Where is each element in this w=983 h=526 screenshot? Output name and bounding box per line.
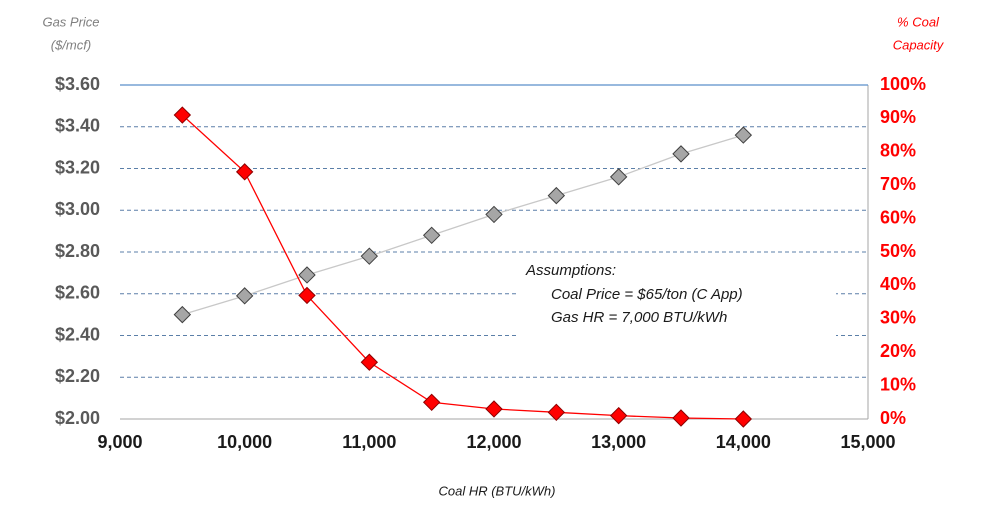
point-marker (734, 126, 753, 144)
x-tick-label: 11,000 (342, 432, 396, 452)
y-tick-label: $3.00 (55, 199, 100, 219)
y2-axis-title: Capacity (893, 37, 945, 52)
series-line (181, 114, 744, 420)
y-tick-label: $2.00 (55, 408, 100, 428)
x-tick-label: 9,000 (97, 432, 142, 452)
point-marker (422, 393, 441, 412)
x-tick-label: 12,000 (466, 432, 521, 452)
y-tick-label: $2.60 (55, 283, 100, 303)
series-line (182, 134, 744, 316)
x-tick-label: 14,000 (716, 432, 771, 452)
y2-tick-label: 80% (880, 141, 916, 161)
point-marker (173, 106, 192, 124)
point-marker (173, 305, 192, 324)
y-axis-title: ($/mcf) (51, 37, 91, 52)
y2-tick-label: 30% (880, 308, 916, 328)
point-marker (485, 205, 503, 224)
point-marker (672, 409, 690, 427)
y-tick-label: $2.80 (55, 241, 100, 261)
y-tick-label: $2.40 (55, 324, 100, 344)
x-axis-title: Coal HR (BTU/kWh) (438, 483, 555, 498)
point-marker (360, 247, 379, 265)
y-tick-label: $3.20 (55, 157, 100, 177)
y-tick-label: $3.40 (55, 116, 100, 136)
point-marker (609, 406, 628, 425)
y2-tick-label: 100% (880, 74, 926, 94)
y-tick-label: $2.20 (55, 366, 100, 386)
annotation: Gas HR = 7,000 BTU/kWh (551, 309, 727, 326)
y2-tick-label: 0% (880, 408, 906, 428)
point-marker (547, 186, 566, 205)
y2-tick-label: 90% (880, 107, 916, 127)
x-tick-label: 10,000 (217, 432, 272, 452)
point-marker (235, 163, 254, 181)
point-marker (298, 286, 316, 305)
y2-tick-label: 50% (880, 241, 916, 261)
y2-tick-label: 40% (880, 274, 916, 294)
y2-tick-label: 20% (880, 341, 916, 361)
y2-tick-label: 60% (880, 207, 916, 227)
point-marker (235, 287, 254, 305)
point-marker (547, 403, 566, 422)
point-marker (672, 145, 690, 163)
annotation: Assumptions: (525, 262, 616, 279)
y-axis-title: Gas Price (42, 14, 99, 29)
y-tick-label: $3.60 (55, 74, 100, 94)
point-marker (609, 168, 628, 186)
y2-tick-label: 70% (880, 174, 916, 194)
point-marker (485, 400, 503, 418)
x-tick-label: 15,000 (840, 432, 895, 452)
y2-tick-label: 10% (880, 374, 916, 394)
annotation-box (518, 256, 836, 336)
point-marker (360, 353, 379, 371)
point-marker (422, 226, 441, 245)
annotation: Coal Price = $65/ton (C App) (551, 286, 743, 303)
point-marker (298, 266, 316, 284)
point-marker (734, 410, 753, 428)
y2-axis-title: % Coal (897, 14, 940, 29)
x-tick-label: 13,000 (591, 432, 646, 452)
grid (120, 84, 868, 420)
